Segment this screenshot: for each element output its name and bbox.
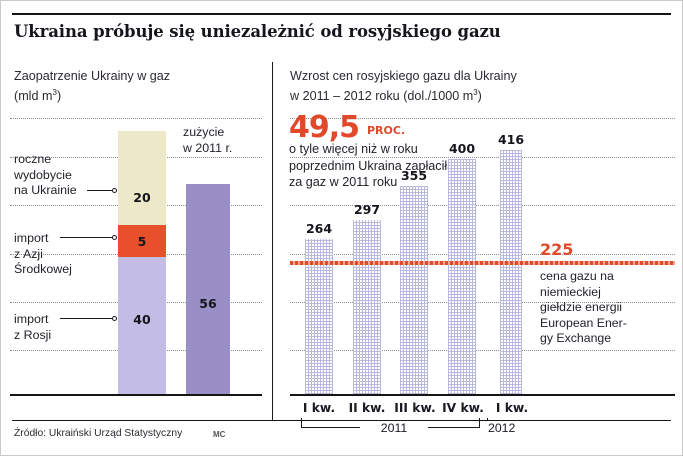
label-casia-l2: z Azji bbox=[14, 246, 43, 261]
label-domestic-l3: na Ukrainie bbox=[14, 183, 77, 197]
xaxis-label-2011-q1: I kw. bbox=[302, 401, 336, 415]
leader-dot-russia bbox=[112, 316, 117, 321]
headline-stat-desc-l1: o tyle więcej niż w roku bbox=[289, 142, 418, 156]
right-panel-title-line2: w 2011 – 2012 roku (dol./1000 m bbox=[290, 88, 474, 103]
page-title: Ukraina próbuje się uniezależnić od rosy… bbox=[14, 22, 501, 41]
right-gridline-1 bbox=[290, 118, 675, 119]
price-value-2011-q1: 264 bbox=[305, 221, 333, 236]
label-domestic-l1: roczne bbox=[14, 152, 52, 166]
bar-segment-domestic-production-full[interactable] bbox=[118, 131, 166, 225]
xaxis-label-2011-q2: II kw. bbox=[348, 401, 386, 415]
headline-stat-desc-l2: poprzednim Ukraina zapłaciła bbox=[289, 158, 455, 173]
xaxis-label-2012-q1: I kw. bbox=[495, 401, 529, 415]
bar-consumption-2011[interactable] bbox=[186, 184, 230, 394]
price-bar-2011-q4[interactable] bbox=[448, 159, 476, 394]
consumption-label: zużycie w 2011 r. bbox=[183, 124, 232, 156]
left-panel-title-line2-end: ) bbox=[56, 88, 62, 103]
left-axis-baseline bbox=[10, 394, 262, 396]
right-panel-title-line2-end: ) bbox=[477, 88, 482, 103]
year-label-2012: 2012 bbox=[484, 421, 542, 435]
label-russia-l2: z Rosji bbox=[14, 327, 52, 342]
bar-segment-import-central-asia-2[interactable] bbox=[118, 225, 166, 257]
year-label-2011: 2011 bbox=[360, 421, 428, 435]
price-value-2011-q2: 297 bbox=[353, 202, 381, 217]
top-rule bbox=[12, 13, 671, 15]
reference-desc-l3: giełdzie energii bbox=[540, 300, 623, 314]
panel-divider bbox=[272, 62, 273, 420]
left-panel-title-sup: 3 bbox=[52, 87, 57, 97]
price-bar-2011-q3[interactable] bbox=[400, 186, 428, 394]
right-gridline-3 bbox=[290, 205, 675, 206]
left-panel-title-line2: (mld m bbox=[14, 88, 53, 103]
right-panel-title-sup: 3 bbox=[473, 87, 478, 97]
source-note: Źródło: Ukraiński Urząd Statystyczny bbox=[14, 428, 183, 439]
leader-line-russia bbox=[60, 318, 113, 319]
reference-desc-l2: niemieckiej bbox=[540, 284, 601, 299]
price-bar-2012-q1[interactable] bbox=[500, 150, 522, 394]
reference-desc-l5: gy Exchange bbox=[540, 331, 612, 345]
consumption-label-line2: w 2011 r. bbox=[183, 141, 233, 155]
label-import-russia: import z Rosji bbox=[14, 312, 51, 343]
reference-line-description: cena gazu na niemieckiej giełdzie energi… bbox=[540, 269, 627, 347]
label-casia-l1: import bbox=[14, 231, 49, 245]
label-domestic-production: roczne wydobycie na Ukrainie bbox=[14, 152, 77, 199]
bar-value-consumption: 56 bbox=[199, 296, 217, 311]
headline-stat-description: o tyle więcej niż w roku poprzednim Ukra… bbox=[289, 141, 454, 191]
credit-initials: MC bbox=[213, 430, 226, 439]
right-price-chart: 49,5 PROC. o tyle więcej niż w roku popr… bbox=[272, 0, 683, 435]
right-gridline-4 bbox=[290, 254, 675, 255]
right-gridline-6 bbox=[290, 350, 675, 351]
right-panel-title-line1: Wzrost cen rosyjskiego gazu dla Ukrainy bbox=[290, 69, 517, 83]
left-supply-chart: 20 5 40 56 zużycie w 2011 r. roczne wydo… bbox=[0, 0, 272, 420]
bar-value-domestic: 20 bbox=[133, 190, 151, 205]
price-value-2011-q4: 400 bbox=[448, 141, 476, 156]
reference-line-value: 225 bbox=[540, 240, 574, 259]
leader-dot-casia bbox=[112, 235, 117, 240]
headline-stat-value: 49,5 bbox=[289, 110, 360, 145]
headline-stat-unit: PROC. bbox=[367, 124, 406, 137]
bar-segment-import-russia[interactable] bbox=[118, 257, 166, 394]
leader-line-casia bbox=[60, 237, 113, 238]
right-axis-baseline bbox=[290, 394, 675, 396]
label-russia-l1: import bbox=[14, 312, 49, 326]
bar-value-russia: 40 bbox=[133, 312, 151, 327]
xaxis-label-2011-q3: III kw. bbox=[394, 401, 436, 415]
left-panel-title-line1: Zaopatrzenie Ukrainy w gaz bbox=[14, 69, 171, 83]
leader-line-domestic bbox=[87, 190, 113, 191]
right-gridline-2 bbox=[290, 157, 675, 158]
label-casia-l3: Środkowej bbox=[14, 262, 72, 276]
price-value-2011-q3: 355 bbox=[400, 168, 428, 183]
price-bar-2011-q2[interactable] bbox=[353, 220, 381, 394]
label-import-central-asia: import z Azji Środkowej bbox=[14, 231, 72, 278]
right-gridline-5 bbox=[290, 302, 675, 303]
leader-dot-domestic bbox=[112, 188, 117, 193]
label-domestic-l2: wydobycie bbox=[14, 167, 72, 182]
bottom-rule bbox=[12, 420, 671, 421]
reference-desc-l4: European Ener- bbox=[540, 315, 627, 330]
left-panel-title: Zaopatrzenie Ukrainy w gaz (mld m3) bbox=[14, 68, 170, 104]
right-panel-title: Wzrost cen rosyjskiego gazu dla Ukrainy … bbox=[290, 68, 517, 104]
price-value-2012-q1: 416 bbox=[497, 132, 525, 147]
consumption-label-line1: zużycie bbox=[183, 125, 225, 139]
left-gridline-1 bbox=[10, 118, 262, 119]
bar-value-central-asia: 5 bbox=[137, 234, 147, 249]
reference-desc-l1: cena gazu na bbox=[540, 269, 614, 283]
headline-stat-desc-l3: za gaz w 2011 roku bbox=[289, 175, 398, 189]
xaxis-label-2011-q4: IV kw. bbox=[442, 401, 484, 415]
reference-line-eex bbox=[290, 261, 675, 265]
